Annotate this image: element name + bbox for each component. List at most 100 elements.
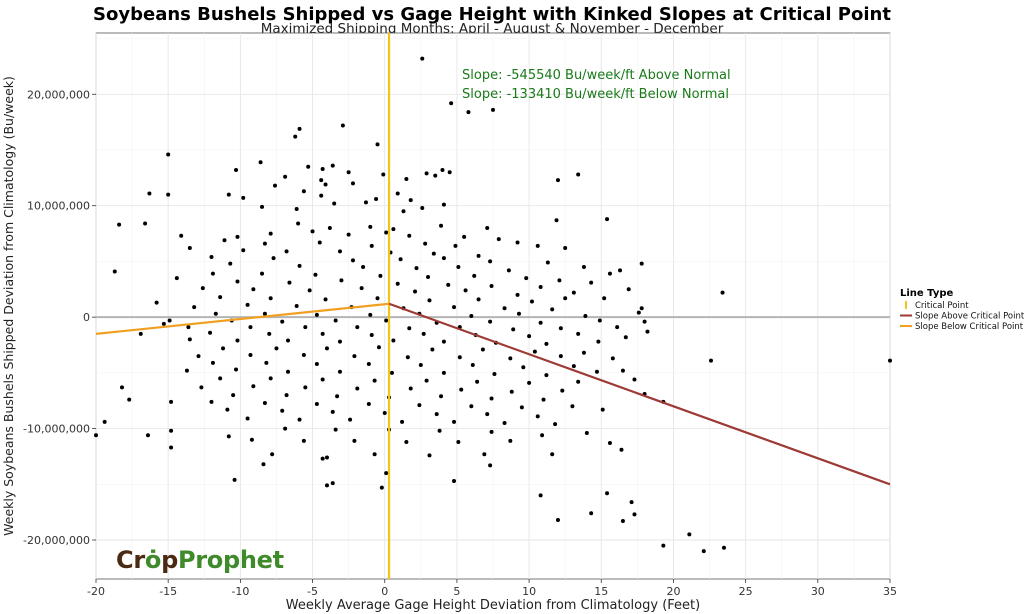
- data-point: [488, 259, 493, 264]
- data-point: [218, 376, 223, 381]
- data-point: [330, 163, 335, 168]
- data-point: [407, 326, 412, 331]
- data-point: [297, 126, 302, 131]
- data-point: [381, 172, 386, 177]
- data-point: [720, 290, 725, 295]
- data-point: [314, 312, 319, 317]
- data-point: [470, 363, 475, 368]
- data-point: [366, 402, 371, 407]
- data-point: [576, 379, 581, 384]
- y-axis: 20,000,000 10,000,000 0 -10,000,000 -20,000,…: [23, 88, 96, 547]
- x-tick-label: -5: [307, 585, 318, 598]
- y-tick-label: -20,000,000: [23, 534, 90, 547]
- legend-title: Line Type: [900, 288, 953, 299]
- data-point: [384, 471, 389, 476]
- data-point: [480, 347, 485, 352]
- data-point: [639, 261, 644, 266]
- data-point: [169, 428, 174, 433]
- data-point: [348, 417, 353, 422]
- data-point: [605, 217, 610, 222]
- data-point: [469, 404, 474, 409]
- data-point: [241, 248, 246, 253]
- data-point: [545, 260, 550, 265]
- y-tick-label: 20,000,000: [27, 88, 90, 101]
- data-point: [618, 268, 623, 273]
- data-point: [488, 463, 493, 468]
- data-point: [496, 237, 501, 242]
- data-point: [485, 412, 490, 417]
- data-point: [303, 325, 308, 330]
- data-point: [284, 393, 289, 398]
- data-point: [424, 378, 429, 383]
- data-point: [186, 325, 191, 330]
- data-point: [555, 517, 560, 522]
- data-point: [441, 339, 446, 344]
- data-point: [421, 331, 426, 336]
- data-point: [636, 310, 641, 315]
- data-point: [563, 296, 568, 301]
- data-point: [557, 278, 562, 283]
- data-point: [629, 500, 634, 505]
- data-point: [368, 224, 373, 229]
- data-point: [441, 256, 446, 261]
- data-point: [333, 427, 338, 432]
- data-point: [401, 209, 406, 214]
- data-point: [418, 363, 423, 368]
- data-point: [283, 426, 288, 431]
- data-point: [888, 358, 892, 363]
- data-point: [384, 318, 389, 323]
- data-point: [389, 370, 394, 375]
- data-point: [102, 419, 107, 424]
- data-point: [187, 337, 192, 342]
- data-point: [439, 223, 444, 228]
- data-point: [521, 365, 526, 370]
- chart-title: Soybeans Bushels Shipped vs Gage Height …: [93, 4, 891, 25]
- data-point: [324, 483, 329, 488]
- data-point: [632, 377, 637, 382]
- data-point: [161, 321, 166, 326]
- data-point: [154, 300, 159, 305]
- data-point: [571, 364, 576, 369]
- data-point: [462, 234, 467, 239]
- slope-above-line: [388, 302, 891, 486]
- data-point: [119, 385, 124, 390]
- data-point: [235, 234, 240, 239]
- data-point: [417, 403, 422, 408]
- data-point: [184, 368, 189, 373]
- data-point: [280, 319, 285, 324]
- data-point: [538, 493, 543, 498]
- data-point: [538, 285, 543, 290]
- data-point: [535, 414, 540, 419]
- data-point: [355, 325, 360, 330]
- data-point: [264, 360, 269, 365]
- data-point: [524, 276, 529, 281]
- x-tick-label: 30: [811, 585, 825, 598]
- data-point: [508, 438, 513, 443]
- data-point: [463, 288, 468, 293]
- data-point: [632, 512, 637, 517]
- data-point: [268, 231, 273, 236]
- data-point: [620, 368, 625, 373]
- data-point: [226, 192, 231, 197]
- legend-label: Slope Above Critical Point: [915, 312, 1024, 322]
- data-point: [369, 332, 374, 337]
- data-point: [306, 164, 311, 169]
- data-point: [502, 421, 507, 425]
- data-point: [337, 249, 342, 254]
- data-point: [234, 367, 239, 372]
- data-point: [314, 402, 319, 407]
- data-point: [420, 56, 425, 61]
- data-point: [320, 456, 325, 461]
- data-point: [350, 258, 355, 263]
- data-point: [413, 289, 418, 294]
- data-point: [320, 166, 325, 171]
- data-point: [355, 386, 360, 391]
- data-point: [301, 189, 306, 194]
- data-point: [169, 399, 174, 404]
- data-point: [262, 241, 267, 246]
- data-point: [368, 312, 373, 317]
- data-point: [169, 445, 174, 450]
- data-point: [323, 297, 328, 302]
- data-point: [261, 462, 266, 467]
